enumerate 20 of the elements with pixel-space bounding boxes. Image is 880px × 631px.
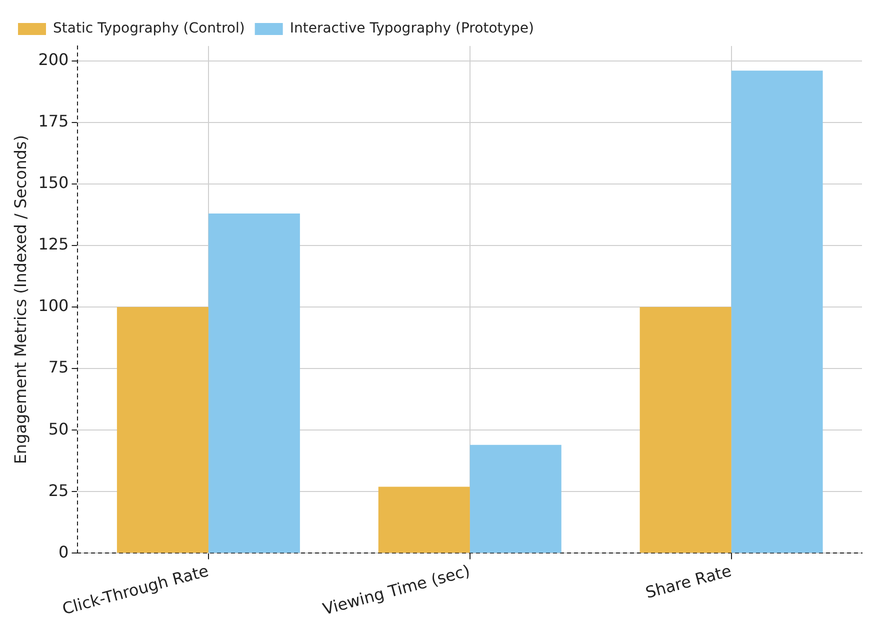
legend-label: Interactive Typography (Prototype) — [290, 20, 534, 37]
y-tick-label: 0 — [58, 542, 69, 562]
x-tick-label: Share Rate — [644, 561, 734, 602]
x-tick-label: Viewing Time (sec) — [320, 561, 472, 619]
y-tick-label: 125 — [38, 234, 69, 254]
y-tick-label: 50 — [48, 419, 69, 438]
y-tick-label: 200 — [38, 50, 69, 69]
bar — [208, 213, 300, 553]
bar — [640, 307, 732, 553]
y-tick-label: 25 — [48, 480, 69, 500]
y-tick-label: 100 — [38, 296, 69, 316]
y-tick-label: 150 — [38, 173, 69, 192]
bar — [378, 486, 470, 553]
bar — [116, 307, 208, 553]
bar — [731, 70, 823, 553]
y-axis-title: Engagement Metrics (Indexed / Seconds) — [10, 135, 30, 464]
legend-label: Static Typography (Control) — [53, 20, 245, 37]
y-tick-label: 75 — [48, 358, 69, 377]
y-tick-label: 175 — [38, 111, 69, 130]
bar — [470, 444, 562, 553]
